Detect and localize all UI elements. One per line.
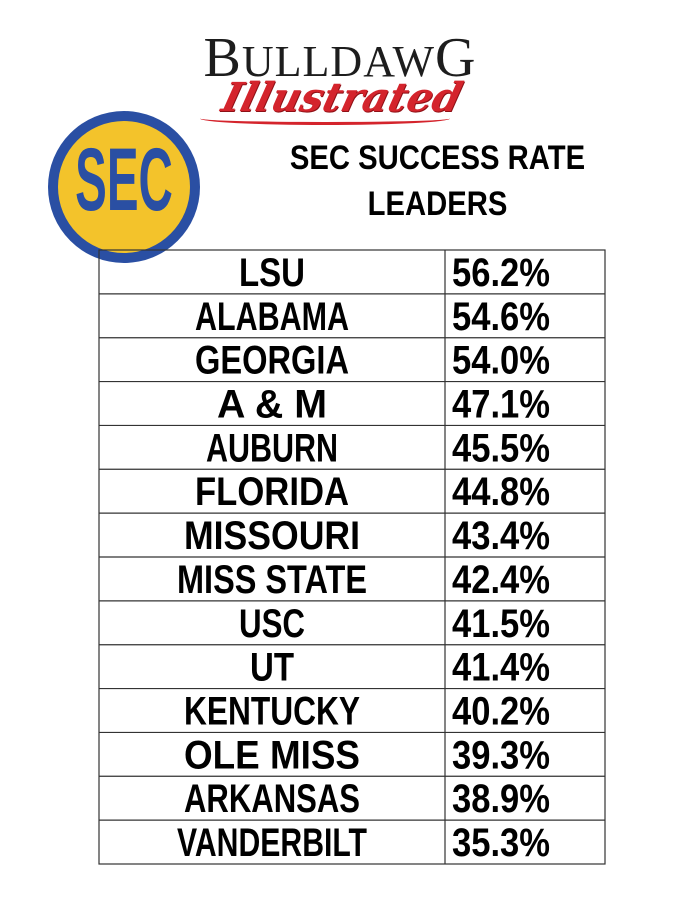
team-label: FLORIDA [195,470,349,514]
rate-value: 47.1% [452,383,550,427]
rate-value: 39.3% [452,733,550,777]
team-label: A & M [217,383,327,427]
team-label: OLE MISS [184,733,360,777]
team-label: ALABAMA [195,295,349,339]
team-label: ARKANSAS [184,777,360,821]
rate-value: 41.4% [452,646,550,690]
sec-logo-fill [58,121,190,253]
chart-title: SEC SUCCESS RATE LEADERS [281,135,595,227]
brand-swash [200,112,450,125]
sec-logo: SEC [48,111,200,263]
team-label: MISS STATE [177,558,367,602]
rate-value: 43.4% [452,514,550,558]
rate-value: 44.8% [452,470,550,514]
team-label: VANDERBILT [177,821,367,865]
team-label: GEORGIA [195,339,349,383]
team-label: UT [250,646,294,690]
rate-value: 56.2% [452,251,550,295]
chart-title-line-2: LEADERS [367,185,508,223]
rate-value: 45.5% [452,426,550,470]
brand-logo: BULLDAWG Illustrated [180,27,500,125]
team-label: LSU [239,251,305,295]
team-label: USC [239,602,305,646]
team-label: MISSOURI [184,514,360,558]
chart-title-line-1: SEC SUCCESS RATE [289,139,586,177]
rate-value: 35.3% [452,821,550,865]
rate-value: 41.5% [452,602,550,646]
rate-value: 54.0% [452,339,550,383]
sec-logo-text: SEC [75,130,173,230]
rate-value: 40.2% [452,690,550,734]
team-label: AUBURN [206,426,338,470]
rate-value: 42.4% [452,558,550,602]
rate-value: 38.9% [452,777,550,821]
brand-wordmark: BULLDAWG [203,27,477,89]
rate-value: 54.6% [452,295,550,339]
team-label: KENTUCKY [184,690,360,734]
